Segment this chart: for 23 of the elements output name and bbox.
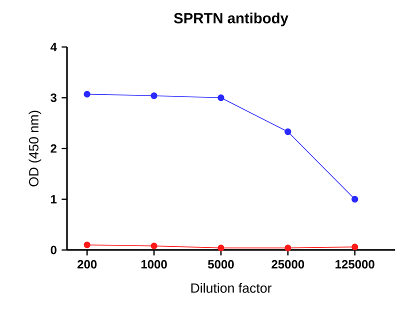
point [284, 244, 292, 252]
point [352, 244, 358, 250]
point [84, 90, 90, 98]
y-tick-label: 4 [50, 42, 57, 52]
point [218, 244, 224, 252]
x-tick-label: 200 [77, 260, 97, 269]
chart-title: SPRTN antibody [174, 12, 288, 26]
point [218, 94, 224, 102]
x-tick-label: 125000 [336, 260, 374, 269]
x-tick-label: 25000 [272, 260, 304, 269]
y-tick-label: 2 [50, 144, 56, 153]
x-tick-label: 1000 [141, 260, 167, 269]
point [352, 196, 358, 203]
point [150, 242, 158, 250]
x-axis-title: Dilution factor [191, 283, 272, 293]
point [284, 128, 292, 136]
point [150, 92, 158, 100]
y-tick-label: 0 [50, 246, 56, 254]
y-tick-label: 1 [51, 195, 57, 204]
y-tick-label: 3 [50, 93, 57, 102]
y-axis-title: OD (450 nm) [28, 110, 42, 186]
point [84, 242, 90, 248]
x-tick-label: 5000 [208, 260, 234, 269]
